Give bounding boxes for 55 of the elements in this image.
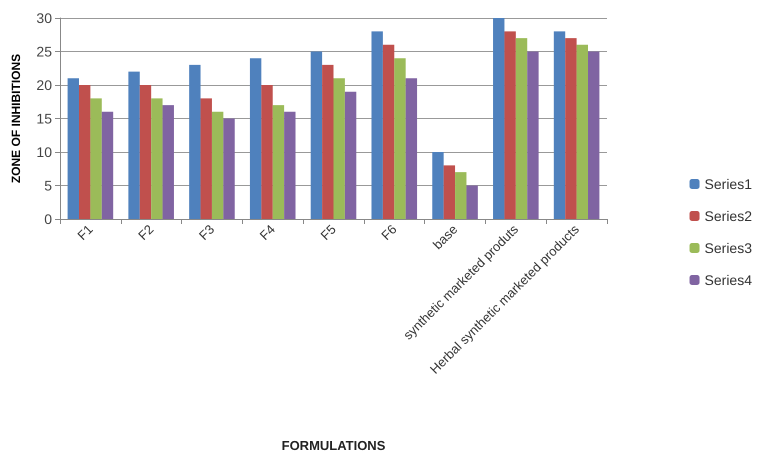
bar <box>334 78 345 219</box>
bar <box>128 72 140 219</box>
y-tick-label: 5 <box>44 178 52 194</box>
bar <box>516 38 528 219</box>
y-tick-label: 10 <box>36 144 52 160</box>
bar <box>272 105 284 219</box>
y-tick-label: 20 <box>36 77 52 93</box>
x-tick-label: F3 <box>196 222 218 244</box>
bar <box>406 78 418 219</box>
bar <box>212 112 224 219</box>
y-tick-label: 15 <box>36 110 52 126</box>
bar <box>90 98 102 219</box>
bar <box>261 85 273 219</box>
bar <box>322 64 334 219</box>
bar <box>432 152 444 219</box>
bar <box>223 118 235 219</box>
bar <box>78 85 90 219</box>
x-tick-label: F2 <box>135 222 156 244</box>
bar <box>371 31 383 219</box>
bar <box>250 58 262 219</box>
bar <box>455 172 466 219</box>
bar <box>565 38 577 219</box>
bar <box>588 52 600 219</box>
x-tick-label: F4 <box>256 222 278 244</box>
bar <box>310 52 322 219</box>
legend-label: Series4 <box>704 272 752 288</box>
bar <box>344 92 356 219</box>
bar <box>444 165 456 219</box>
y-tick-label: 30 <box>36 10 52 26</box>
bar <box>102 112 114 219</box>
bar <box>394 58 406 219</box>
bar <box>504 31 516 219</box>
y-axis-title: ZONE OF INHIBITIONS <box>9 54 23 184</box>
legend-label: Series1 <box>704 176 752 192</box>
bar <box>189 64 201 219</box>
legend-label: Series3 <box>704 240 752 256</box>
x-axis-title: FORMULATIONS <box>282 438 386 453</box>
bar <box>140 85 152 219</box>
x-tick-label: F5 <box>317 222 339 244</box>
bar <box>554 31 566 219</box>
bar <box>284 112 296 219</box>
bar <box>151 98 163 219</box>
bar <box>493 18 504 219</box>
bar <box>466 186 478 219</box>
bar <box>576 44 588 219</box>
x-tick-label: F1 <box>74 222 96 244</box>
bar <box>527 52 539 219</box>
bar <box>162 105 174 219</box>
bar <box>200 98 212 219</box>
legend-label: Series2 <box>704 208 752 224</box>
bar <box>382 44 394 219</box>
y-tick-label: 0 <box>44 211 52 227</box>
bar <box>68 78 79 219</box>
x-tick-label: F6 <box>378 222 400 244</box>
y-tick-label: 25 <box>36 44 52 60</box>
